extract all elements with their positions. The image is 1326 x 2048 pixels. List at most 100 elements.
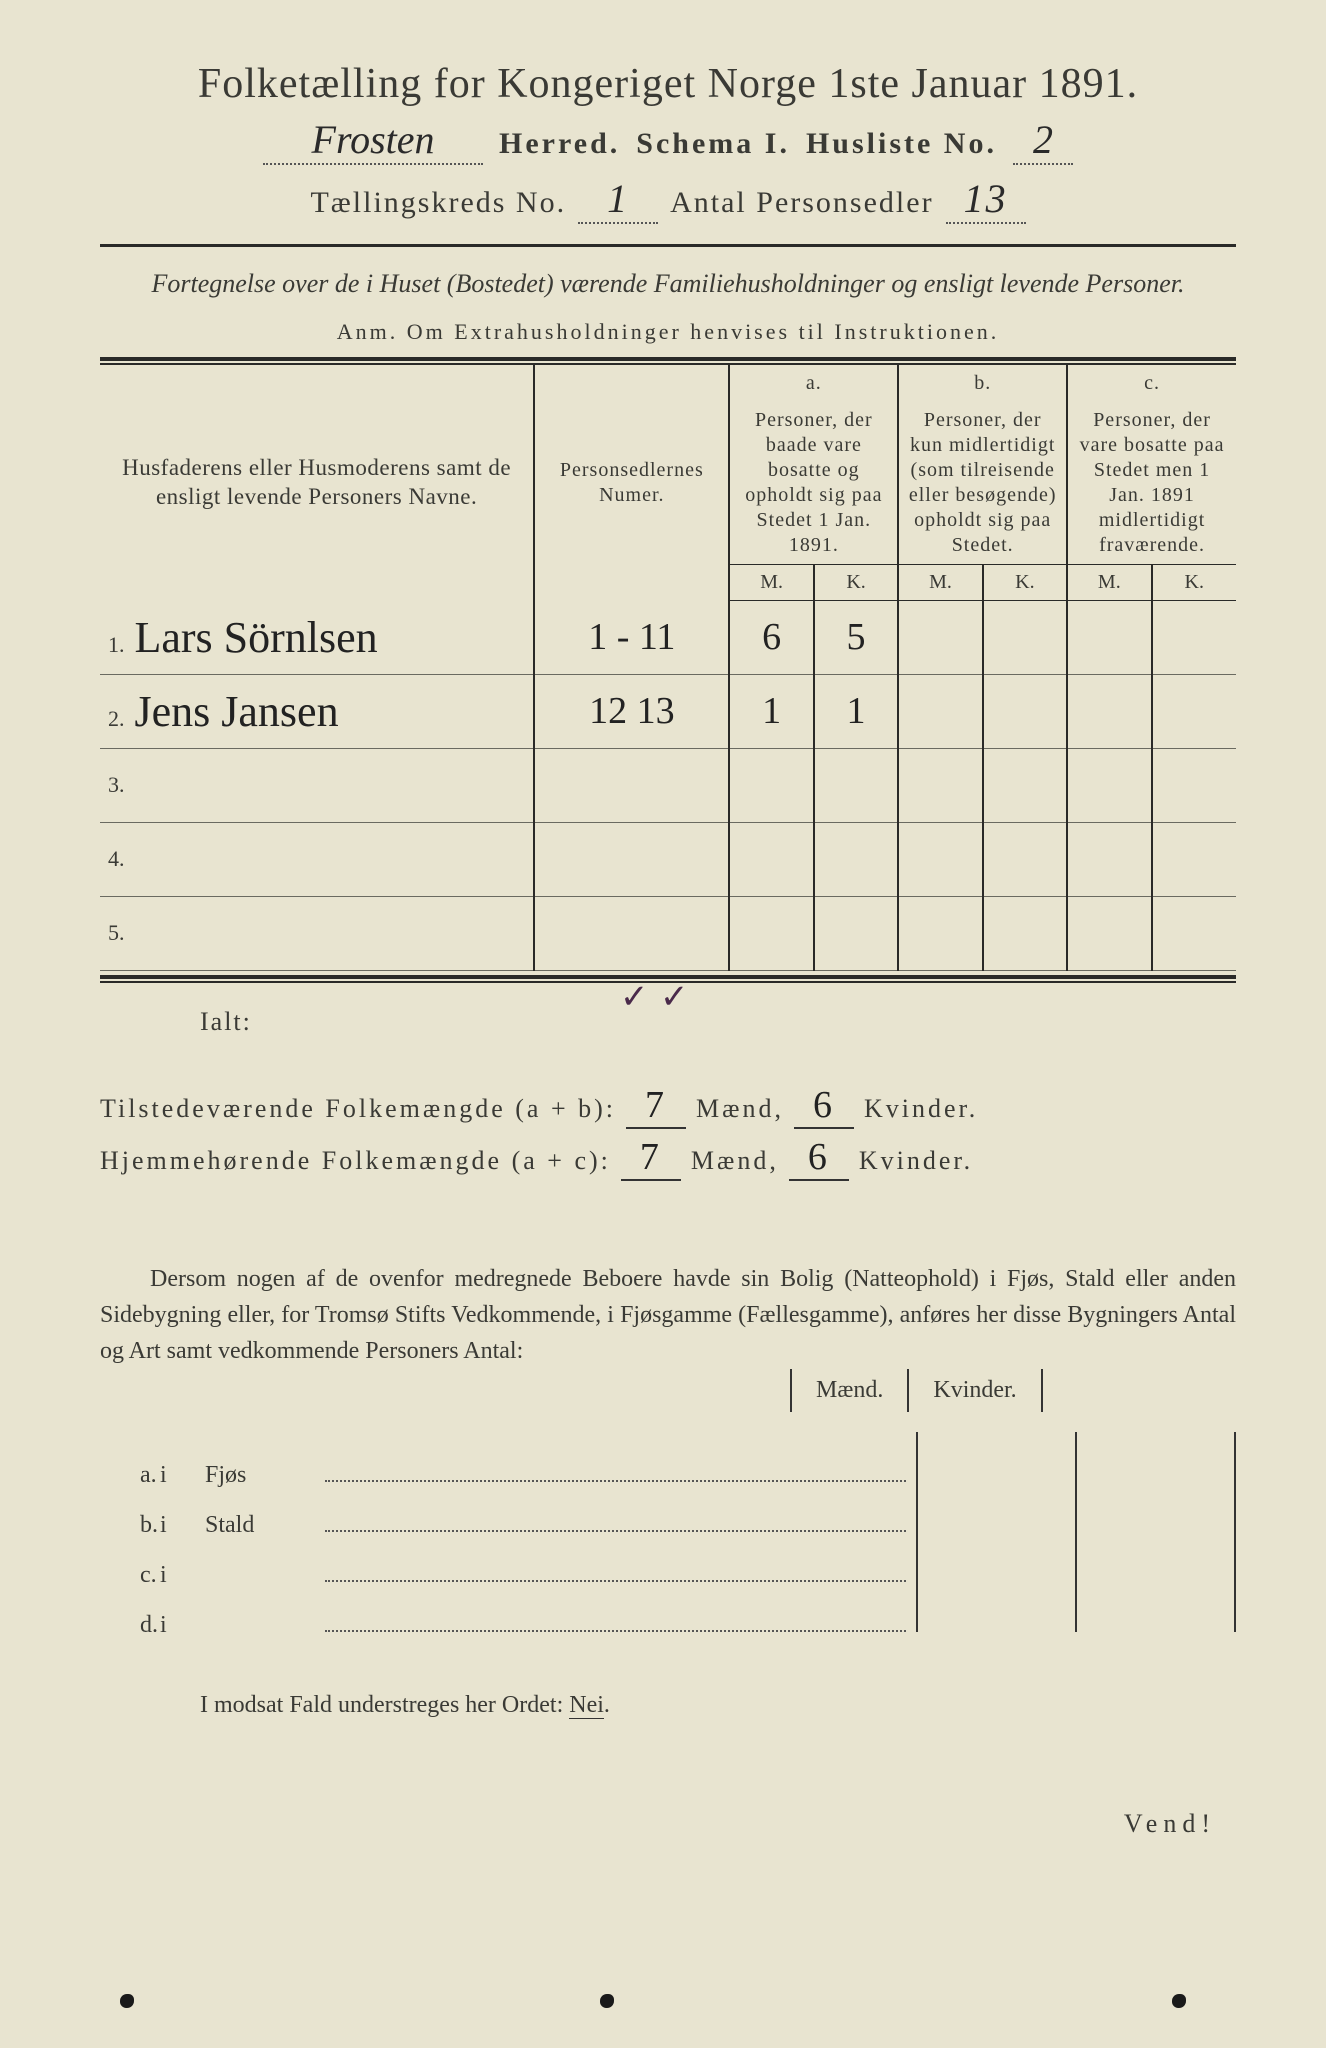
b-lbl: a. [100,1462,160,1489]
ink-blot-icon [120,1994,134,2008]
anm-note: Anm. Om Extrahusholdninger henvises til … [100,319,1236,345]
col-b-text: Personer, der kun midlertidigt (som tilr… [898,402,1067,565]
col-c-label: c. [1067,365,1236,402]
total-label: Tilstedeværende Folkemængde (a + b): [100,1094,616,1124]
b-lbl: b. [100,1512,160,1539]
b-name: Fjøs [205,1462,325,1489]
total-label: Hjemmehørende Folkemængde (a + c): [100,1146,611,1176]
col-a-text: Personer, der baade vare bosatte og opho… [729,402,898,565]
col-a-label: a. [729,365,898,402]
row-num: 2. [108,706,125,731]
kreds-value: 1 [578,175,658,224]
cell: 1 [847,690,866,732]
mk-cells [916,1532,1236,1582]
total-line-2: Hjemmehørende Folkemængde (a + c): 7 Mæn… [100,1135,1236,1181]
dotted-leader [325,1514,906,1532]
table-row: 3. [100,748,1236,822]
a-k: K. [814,564,898,600]
building-row: d. i [100,1582,1236,1632]
ialt-label: Ialt: [200,1007,1236,1037]
col-b-label: b. [898,365,1067,402]
sedler-value: 13 [946,175,1026,224]
building-row: b. i Stald [100,1482,1236,1532]
a-m: M. [729,564,813,600]
ink-blot-icon [600,1994,614,2008]
b-name: Stald [205,1512,325,1539]
table-row: 2. Jens Jansen 12 13 1 1 [100,674,1236,748]
closing-pre: I modsat Fald understreges her Ordet: [200,1692,569,1718]
mk-cells [916,1582,1236,1632]
total-m: 7 [621,1135,681,1181]
building-row: c. i [100,1532,1236,1582]
closing-line: I modsat Fald understreges her Ordet: Ne… [100,1692,1236,1719]
row-num: 4. [108,846,125,871]
row-num: 3. [108,772,125,797]
kvinder-label: Kvinder. [864,1094,978,1124]
total-line-1: Tilstedeværende Folkemængde (a + b): 7 M… [100,1083,1236,1129]
row-num: 1. [108,632,125,657]
check-mark: ✓ [660,977,689,1017]
c-k: K. [1152,564,1236,600]
kvinder-label: Kvinder. [859,1146,973,1176]
col-name-header: Husfaderens eller Husmoderens samt de en… [100,365,534,601]
herred-label: Herred. [499,127,620,161]
b-m: M. [898,564,982,600]
cell: 1 [762,690,781,732]
b-lbl: c. [100,1562,160,1589]
header-line-2: Frosten Herred. Schema I. Husliste No. 2 [100,116,1236,165]
maend-label: Mænd, [691,1146,779,1176]
check-mark: ✓ [620,977,649,1017]
divider [100,244,1236,247]
table-row: 1. Lars Sörnlsen 1 - 11 6 5 [100,600,1236,674]
b-i: i [160,1462,205,1489]
cell: 6 [762,616,781,658]
ink-blot-icon [1172,1994,1186,2008]
maend-label: Mænd, [696,1094,784,1124]
mk-cells [916,1432,1236,1482]
closing-nei: Nei [569,1692,604,1719]
husliste-label: Husliste No. [806,127,997,161]
schema-label: Schema I. [636,127,790,161]
mk-cells [916,1482,1236,1532]
page-title: Folketælling for Kongeriget Norge 1ste J… [100,60,1236,108]
col-name-text: Husfaderens eller Husmoderens samt de en… [108,454,525,512]
building-mk-header: Mænd. Kvinder. [790,1369,1236,1412]
b-i: i [160,1562,205,1589]
cell: 5 [847,616,866,658]
kreds-label: Tællingskreds No. [310,186,566,220]
row-name: Lars Sörnlsen [135,613,378,662]
row-num: 5. [108,920,125,945]
census-page: Folketælling for Kongeriget Norge 1ste J… [0,0,1326,2048]
b-i: i [160,1612,205,1639]
col-c-text: Personer, der vare bosatte paa Stedet me… [1067,402,1236,565]
total-m: 7 [626,1083,686,1129]
sedler-label: Antal Personsedler [670,186,933,220]
totals-block: Tilstedeværende Folkemængde (a + b): 7 M… [100,1083,1236,1181]
dotted-leader [325,1564,906,1582]
herred-value: Frosten [263,116,483,165]
dotted-leader [325,1464,906,1482]
b-lbl: d. [100,1612,160,1639]
row-pnum: 1 - 11 [588,616,675,658]
husliste-value: 2 [1013,116,1073,165]
vend-label: Vend! [100,1809,1236,1839]
header-line-3: Tællingskreds No. 1 Antal Personsedler 1… [100,175,1236,224]
table-body: 1. Lars Sörnlsen 1 - 11 6 5 2. Jens Jansen… [100,600,1236,970]
col-num-header: Personsedlernes Numer. [534,365,729,601]
subtitle: Fortegnelse over de i Huset (Bostedet) v… [140,267,1196,301]
total-k: 6 [789,1135,849,1181]
explanatory-paragraph: Dersom nogen af de ovenfor medregnede Be… [100,1261,1236,1369]
table-row: 5. [100,896,1236,970]
total-k: 6 [794,1083,854,1129]
table-top-rule-1 [100,357,1236,361]
row-name: Jens Jansen [135,687,339,736]
row-pnum: 12 13 [589,690,675,732]
building-table: a. i Fjøs b. i Stald c. i d. i [100,1432,1236,1632]
c-m: M. [1067,564,1151,600]
table-row: 4. [100,822,1236,896]
dotted-leader [325,1614,906,1632]
b-i: i [160,1512,205,1539]
census-table: Husfaderens eller Husmoderens samt de en… [100,365,1236,971]
b-k: K. [983,564,1067,600]
maend-col-label: Mænd. [790,1369,907,1412]
